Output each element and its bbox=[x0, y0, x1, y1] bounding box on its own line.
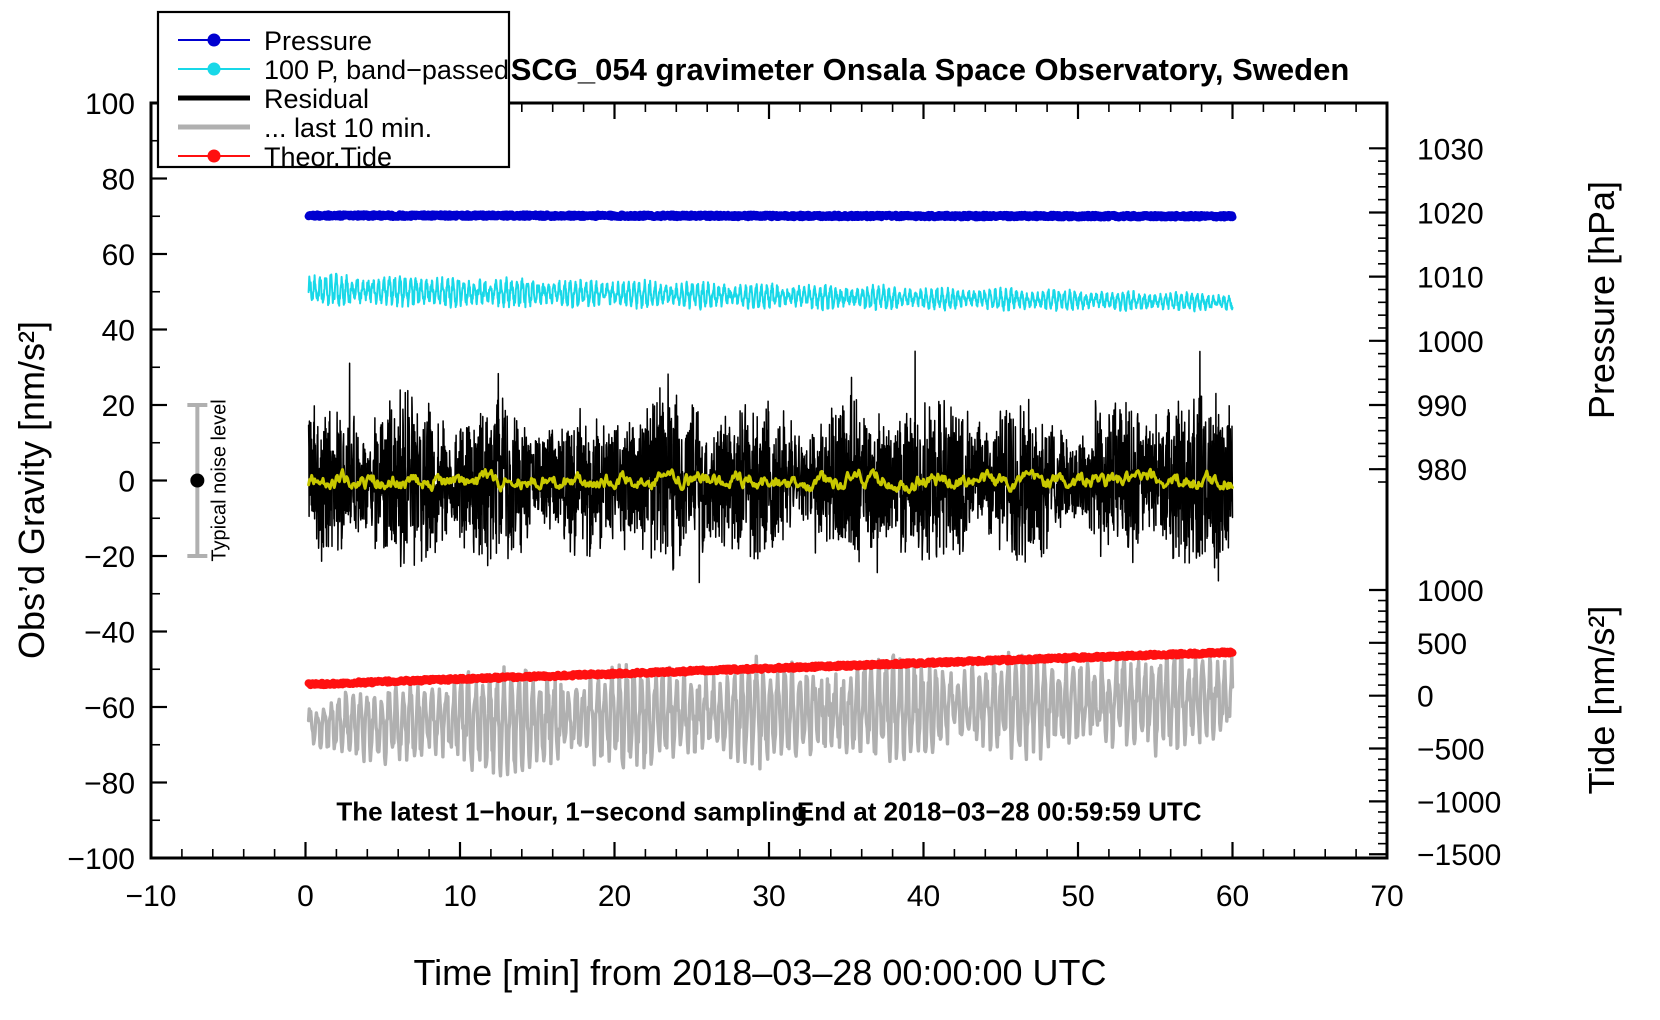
x-tick-label: 30 bbox=[752, 880, 785, 913]
noise-level-dot bbox=[190, 473, 205, 488]
y-tick-label: 100 bbox=[85, 88, 135, 121]
x-axis-tick-labels: −10 0 10 20 30 40 50 60 70 bbox=[126, 880, 1404, 913]
x-tick-label: −10 bbox=[126, 880, 177, 913]
pressure-tick-label: 990 bbox=[1417, 390, 1467, 423]
tide-tick-label: 0 bbox=[1417, 681, 1434, 714]
x-tick-label: 40 bbox=[907, 880, 940, 913]
pressure-tick-label: 1020 bbox=[1417, 197, 1484, 230]
tide-axis-tick-labels: 1000 500 0 −500 −1000 −1500 bbox=[1417, 575, 1501, 872]
series-residual-smoothed bbox=[307, 467, 1234, 495]
series-theoretical-tide bbox=[304, 647, 1237, 690]
y-axis-tick-labels: 100 80 60 40 20 0 −20 −40 −60 −80 −100 bbox=[67, 88, 135, 876]
legend-item-label: ... last 10 min. bbox=[264, 113, 432, 143]
tide-tick-label: −1500 bbox=[1417, 839, 1501, 872]
legend-item[interactable]: 100 P, band−passed bbox=[178, 55, 509, 85]
legend-item[interactable]: Theor.Tide bbox=[178, 142, 392, 172]
data-traces-layer bbox=[304, 210, 1237, 778]
legend-swatch-marker bbox=[207, 149, 221, 163]
y-axis-title: Obs’d Gravity [nm/s²] bbox=[11, 321, 52, 659]
chart-title: SCG_054 gravimeter Onsala Space Observat… bbox=[511, 52, 1350, 87]
series-pressure bbox=[304, 210, 1237, 222]
x-tick-label: 0 bbox=[297, 880, 314, 913]
legend-item-label: Pressure bbox=[264, 26, 372, 56]
latest-sampling-note: The latest 1−hour, 1−second sampling bbox=[336, 796, 807, 826]
y-axis-ticks bbox=[151, 101, 167, 860]
y-tick-label: 0 bbox=[118, 466, 135, 499]
legend-item-label: Residual bbox=[264, 84, 369, 114]
y-tick-label: 20 bbox=[102, 390, 135, 423]
y-tick-label: −100 bbox=[67, 843, 135, 876]
y-tick-label: −80 bbox=[84, 768, 135, 801]
y-tick-label: −60 bbox=[84, 692, 135, 725]
x-tick-label: 60 bbox=[1216, 880, 1249, 913]
pressure-tick-label: 1030 bbox=[1417, 133, 1484, 166]
x-tick-label: 50 bbox=[1061, 880, 1094, 913]
tide-axis-title: Tide [nm/s²] bbox=[1581, 606, 1622, 795]
tide-tick-label: −500 bbox=[1417, 734, 1485, 767]
legend-item[interactable]: ... last 10 min. bbox=[178, 113, 432, 143]
legend-swatch-marker bbox=[207, 33, 221, 47]
y-tick-label: 60 bbox=[102, 239, 135, 272]
x-axis-title: Time [min] from 2018‒03‒28 00:00:00 UTC bbox=[413, 952, 1106, 993]
x-tick-label: 20 bbox=[598, 880, 631, 913]
pressure-tick-label: 1010 bbox=[1417, 262, 1484, 295]
pressure-tick-label: 1000 bbox=[1417, 326, 1484, 359]
y-tick-label: −20 bbox=[84, 541, 135, 574]
legend-swatch-marker bbox=[207, 62, 221, 76]
series-last-10-min bbox=[306, 650, 1235, 778]
legend-item-label: Theor.Tide bbox=[264, 142, 392, 172]
typical-noise-level-label: Typical noise level bbox=[208, 399, 230, 561]
y-tick-label: 80 bbox=[102, 164, 135, 197]
right-axis-ticks bbox=[1369, 147, 1387, 856]
y-tick-label: 40 bbox=[102, 315, 135, 348]
x-tick-label: 70 bbox=[1370, 880, 1403, 913]
tide-tick-label: −1000 bbox=[1417, 786, 1501, 819]
y-tick-label: −40 bbox=[84, 617, 135, 650]
pressure-tick-label: 980 bbox=[1417, 454, 1467, 487]
legend-item[interactable]: Residual bbox=[178, 84, 369, 114]
legend-item[interactable]: Pressure bbox=[178, 26, 372, 56]
pressure-axis-title: Pressure [hPa] bbox=[1581, 181, 1622, 419]
end-time-note: End at 2018−03−28 00:59:59 UTC bbox=[797, 796, 1202, 826]
series-residual bbox=[307, 350, 1234, 584]
legend-item-label: 100 P, band−passed bbox=[264, 55, 509, 85]
tide-tick-label: 500 bbox=[1417, 628, 1467, 661]
x-tick-label: 10 bbox=[443, 880, 476, 913]
pressure-axis-tick-labels: 1030 1020 1010 1000 990 980 bbox=[1417, 133, 1484, 487]
tide-tick-label: 1000 bbox=[1417, 575, 1484, 608]
typical-noise-level-annotation: Typical noise level bbox=[187, 399, 230, 562]
series-band-passed-pressure bbox=[307, 272, 1234, 313]
